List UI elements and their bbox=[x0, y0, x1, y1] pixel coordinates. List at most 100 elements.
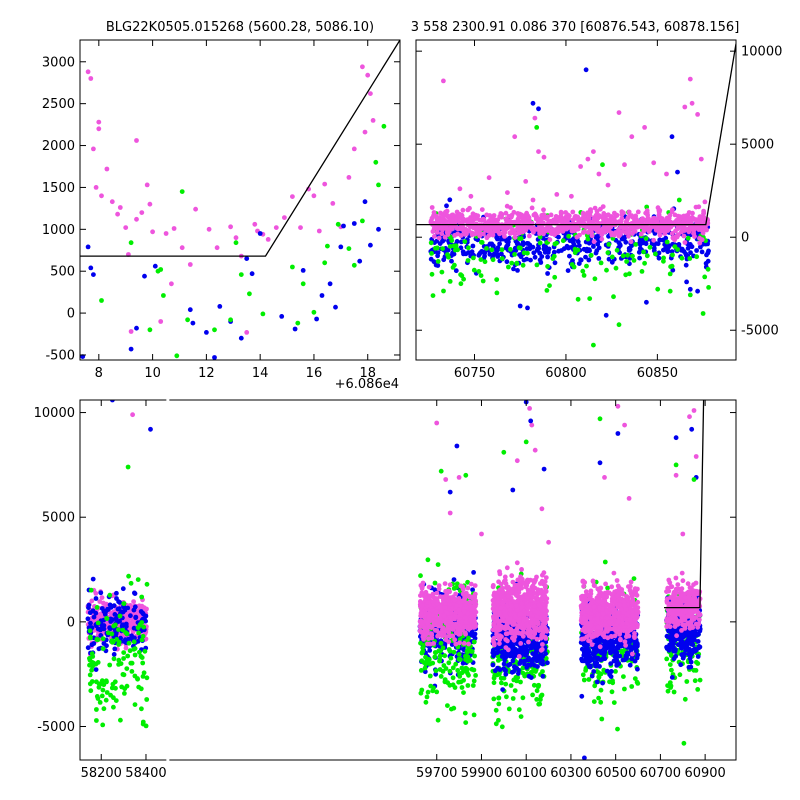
data-point-magenta bbox=[89, 598, 95, 604]
data-point-blue bbox=[688, 250, 693, 256]
data-point-magenta bbox=[644, 208, 650, 214]
data-point-blue bbox=[637, 255, 642, 261]
data-point-green bbox=[120, 672, 126, 677]
data-point-magenta bbox=[438, 608, 444, 614]
data-point-magenta bbox=[457, 186, 463, 192]
data-point-magenta bbox=[265, 237, 271, 242]
data-point-blue bbox=[651, 245, 657, 251]
data-point-blue bbox=[503, 245, 509, 251]
data-point-blue bbox=[244, 256, 250, 261]
data-point-blue bbox=[91, 614, 97, 620]
data-point-magenta bbox=[651, 237, 657, 243]
data-point-magenta bbox=[697, 240, 703, 246]
data-point-blue bbox=[501, 661, 507, 667]
data-point-blue bbox=[529, 659, 535, 665]
data-point-blue bbox=[152, 263, 158, 269]
data-point-magenta bbox=[497, 637, 502, 642]
data-point-green bbox=[89, 651, 95, 657]
data-point-blue bbox=[679, 246, 685, 252]
data-point-magenta bbox=[589, 230, 594, 236]
data-point-magenta bbox=[169, 281, 174, 287]
data-point-magenta bbox=[141, 605, 147, 610]
data-point-magenta bbox=[505, 225, 511, 231]
data-point-magenta bbox=[109, 199, 115, 205]
data-point-magenta bbox=[529, 205, 535, 211]
data-point-blue bbox=[637, 238, 643, 243]
data-point-green bbox=[437, 653, 443, 659]
data-point-green bbox=[418, 668, 424, 673]
data-point-green bbox=[494, 290, 500, 296]
data-point-blue bbox=[500, 687, 506, 692]
data-point-magenta bbox=[581, 212, 586, 218]
data-point-magenta bbox=[521, 581, 527, 586]
data-point-green bbox=[139, 620, 145, 625]
data-point-blue bbox=[95, 626, 101, 632]
data-point-magenta bbox=[134, 216, 139, 222]
data-point-blue bbox=[576, 261, 582, 266]
data-point-green bbox=[471, 667, 477, 673]
data-point-green bbox=[99, 678, 105, 684]
data-point-magenta bbox=[516, 215, 522, 220]
data-point-magenta bbox=[452, 597, 458, 603]
data-point-magenta bbox=[525, 603, 531, 609]
data-point-blue bbox=[112, 646, 118, 652]
data-point-blue bbox=[657, 237, 663, 243]
data-point-magenta bbox=[461, 641, 467, 646]
data-point-green bbox=[455, 668, 461, 673]
data-point-magenta bbox=[491, 603, 497, 608]
data-point-green bbox=[144, 675, 150, 681]
data-point-magenta bbox=[99, 193, 104, 199]
data-point-green bbox=[461, 667, 466, 672]
data-point-magenta bbox=[512, 614, 518, 620]
plot-area bbox=[85, 400, 705, 760]
data-point-blue bbox=[556, 234, 561, 240]
data-point-magenta bbox=[468, 216, 473, 222]
data-point-green bbox=[161, 293, 166, 298]
data-point-magenta bbox=[502, 574, 508, 580]
data-point-blue bbox=[249, 271, 255, 277]
data-point-green bbox=[447, 279, 453, 284]
data-point-blue bbox=[85, 616, 91, 622]
data-point-magenta bbox=[528, 597, 534, 603]
data-point-magenta bbox=[685, 216, 691, 222]
data-point-blue bbox=[479, 249, 485, 254]
data-point-magenta bbox=[431, 234, 437, 239]
data-point-blue bbox=[501, 666, 507, 671]
data-point-green bbox=[360, 218, 365, 224]
data-point-green bbox=[458, 272, 463, 277]
data-point-magenta bbox=[171, 226, 177, 231]
data-point-green bbox=[450, 675, 456, 681]
data-point-blue bbox=[190, 320, 196, 326]
data-point-green bbox=[424, 656, 430, 662]
data-point-green bbox=[119, 684, 125, 690]
data-point-magenta bbox=[445, 232, 451, 237]
data-point-magenta bbox=[418, 599, 423, 604]
data-point-blue bbox=[670, 267, 676, 273]
data-point-blue bbox=[703, 261, 709, 266]
data-point-magenta bbox=[418, 611, 424, 617]
data-point-magenta bbox=[695, 219, 701, 224]
data-point-blue bbox=[510, 645, 516, 651]
data-point-green bbox=[518, 714, 524, 719]
data-point-blue bbox=[119, 609, 125, 615]
data-point-green bbox=[613, 265, 619, 271]
data-point-magenta bbox=[436, 583, 442, 588]
data-point-magenta bbox=[642, 125, 647, 130]
data-point-green bbox=[111, 623, 117, 629]
data-point-blue bbox=[300, 268, 306, 273]
data-point-magenta bbox=[368, 91, 373, 96]
y-tick-label: 2000 bbox=[42, 139, 75, 154]
data-point-green bbox=[124, 631, 130, 637]
data-point-magenta bbox=[429, 632, 435, 638]
data-point-green bbox=[143, 723, 149, 729]
data-point-green bbox=[496, 701, 502, 707]
data-point-green bbox=[418, 573, 423, 579]
data-point-green bbox=[346, 246, 352, 252]
data-point-magenta bbox=[502, 624, 508, 630]
data-point-green bbox=[525, 250, 530, 256]
data-point-magenta bbox=[675, 213, 681, 219]
data-point-magenta bbox=[575, 226, 581, 232]
data-point-magenta bbox=[669, 230, 675, 236]
data-point-green bbox=[492, 673, 497, 679]
data-point-magenta bbox=[539, 647, 545, 652]
